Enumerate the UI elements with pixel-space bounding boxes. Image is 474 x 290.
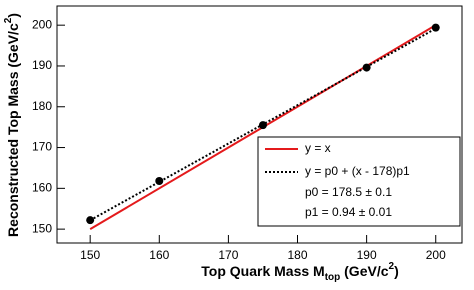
x-tick-label: 150 [80, 248, 100, 262]
y-tick-label: 150 [32, 221, 52, 235]
axis-label-part: ) [5, 13, 21, 18]
x-tick-label: 160 [149, 248, 169, 262]
legend-box [257, 136, 461, 227]
y-axis-label: Reconstructed Top Mass (GeV/c2) [3, 13, 21, 237]
axis-label-part: Top Quark Mass M [201, 263, 324, 279]
data-point [362, 63, 371, 72]
axis-label-part: Reconstructed Top Mass (GeV/c [5, 23, 21, 237]
legend-label: y = p0 + (x - 178)p1 [305, 164, 410, 178]
y-tick-label: 190 [32, 58, 52, 72]
axis-label-part: (GeV/c [340, 263, 388, 279]
plot-frame [56, 5, 463, 244]
axis-label-part: 2 [3, 17, 14, 23]
y-tick-label: 200 [32, 17, 52, 31]
y-tick-label: 180 [32, 99, 52, 113]
axis-label-part: ) [394, 263, 399, 279]
y-tick-label: 170 [32, 140, 52, 154]
data-point [258, 121, 267, 130]
y-tick-label: 160 [32, 181, 52, 195]
x-tick-label: 170 [218, 248, 238, 262]
data-point [86, 216, 95, 225]
legend-label: y = x [305, 141, 331, 155]
x-tick-label: 200 [426, 248, 446, 262]
axis-label-part: 2 [389, 261, 395, 272]
fit-parameter: p0 = 178.5 ± 0.1 [305, 185, 392, 199]
x-axis-label: Top Quark Mass Mtop (GeV/c2) [201, 261, 398, 283]
x-tick-label: 190 [357, 248, 377, 262]
fit-parameter: p1 = 0.94 ± 0.01 [305, 205, 392, 219]
data-point [431, 23, 440, 32]
axis-label-part: top [325, 272, 341, 283]
data-point [155, 176, 164, 185]
x-tick-label: 180 [287, 248, 307, 262]
